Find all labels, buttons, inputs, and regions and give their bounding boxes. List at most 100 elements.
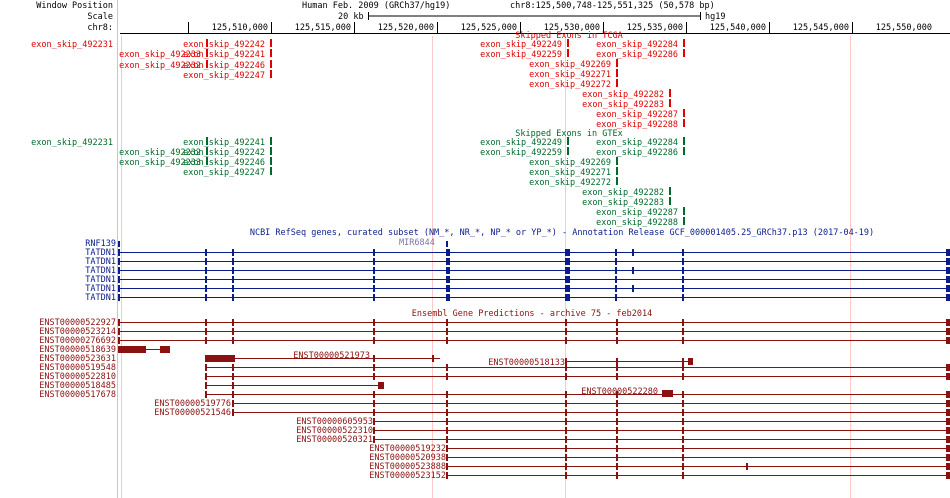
transcript-label[interactable]: ENST00000518133 — [488, 358, 565, 368]
transcript-label[interactable]: ENST00000605953 — [296, 417, 373, 427]
transcript-exon — [616, 445, 618, 452]
transcript-label[interactable]: ENST00000518639 — [39, 345, 116, 355]
transcript-exon — [946, 409, 950, 416]
tcga-exon-label[interactable]: exon_skip_492233 — [119, 50, 201, 60]
tcga-exon-label[interactable]: exon_skip_492259 — [480, 50, 562, 60]
transcript-label[interactable]: ENST00000519776 — [154, 399, 231, 409]
gene-label[interactable]: TATDN1 — [85, 284, 116, 294]
transcript-exon — [232, 373, 234, 380]
transcript-label[interactable]: ENST00000521546 — [154, 408, 231, 418]
gene-exon — [565, 294, 568, 301]
tcga-exon-label[interactable]: exon_skip_492282 — [582, 90, 664, 100]
gtex-exon-label[interactable]: exon_skip_492288 — [596, 218, 678, 228]
transcript-label[interactable]: ENST00000523214 — [39, 327, 116, 337]
transcript-label[interactable]: ENST00000517678 — [39, 390, 116, 400]
tcga-exon-label[interactable]: exon_skip_492287 — [596, 110, 678, 120]
tcga-exon-label[interactable]: exon_skip_492272 — [529, 80, 611, 90]
transcript-label[interactable]: ENST00000522310 — [296, 426, 373, 436]
exon-tick — [270, 39, 272, 47]
gene-label[interactable]: RNF139 — [85, 239, 116, 249]
scale-label: Scale — [87, 12, 113, 22]
gene-exon — [205, 249, 207, 256]
transcript-exon — [118, 346, 146, 353]
transcript-label[interactable]: ENST00000522810 — [39, 372, 116, 382]
transcript-exon — [565, 319, 567, 326]
transcript-label[interactable]: ENST00000520938 — [369, 453, 446, 463]
transcript-label[interactable]: ENST00000522280 — [581, 387, 658, 397]
gtex-exon-label[interactable]: exon_skip_492271 — [529, 168, 611, 178]
transcript-exon — [118, 337, 120, 344]
mir-label[interactable]: MIR6844 — [399, 238, 435, 248]
gtex-exon-label[interactable]: exon_skip_492269 — [529, 158, 611, 168]
transcript-exon — [616, 436, 618, 443]
tcga-exon-label[interactable]: exon_skip_492284 — [596, 40, 678, 50]
tcga-exon-label[interactable]: exon_skip_492241 — [183, 50, 265, 60]
transcript-label[interactable]: ENST00000521973 — [293, 351, 370, 361]
gene-label[interactable]: TATDN1 — [85, 293, 116, 303]
tcga-exon-label[interactable]: exon_skip_492249 — [480, 40, 562, 50]
gtex-exon-label[interactable]: exon_skip_492249 — [480, 138, 562, 148]
tcga-exon-label[interactable]: exon_skip_492232 — [119, 61, 201, 71]
transcript-exon — [205, 355, 235, 362]
transcript-label[interactable]: ENST00000520321 — [296, 435, 373, 445]
gtex-exon-label[interactable]: exon_skip_492233 — [119, 158, 201, 168]
gene-label[interactable]: TATDN1 — [85, 257, 116, 267]
gtex-exon-label[interactable]: exon_skip_492259 — [480, 148, 562, 158]
transcript-label[interactable]: ENST00000276692 — [39, 336, 116, 346]
tcga-exon-label[interactable]: exon_skip_492247 — [183, 71, 265, 81]
transcript-exon — [373, 355, 375, 362]
gene-exon — [446, 249, 449, 256]
tcga-exon-label[interactable]: exon_skip_492286 — [596, 50, 678, 60]
transcript-label[interactable]: ENST00000523888 — [369, 462, 446, 472]
transcript-label[interactable]: ENST00000518485 — [39, 381, 116, 391]
transcript-exon — [446, 409, 448, 416]
tcga-exon-label[interactable]: exon_skip_492242 — [183, 40, 265, 50]
chrom-label: chr8: — [87, 23, 113, 33]
gene-label[interactable]: TATDN1 — [85, 248, 116, 258]
gene-exon — [615, 276, 617, 283]
tcga-left-label[interactable]: exon_skip_492231 — [31, 40, 113, 50]
gtex-left-label[interactable]: exon_skip_492231 — [31, 138, 113, 148]
transcript-label[interactable]: ENST00000522927 — [39, 318, 116, 328]
transcript-exon — [946, 427, 950, 434]
exon-tick — [270, 157, 272, 165]
tcga-exon-label[interactable]: exon_skip_492246 — [183, 61, 265, 71]
gtex-exon-label[interactable]: exon_skip_492272 — [529, 178, 611, 188]
gtex-exon-label[interactable]: exon_skip_492242 — [183, 148, 265, 158]
transcript-exon — [118, 319, 120, 326]
scale-value: 20 kb — [338, 12, 364, 22]
gtex-exon-label[interactable]: exon_skip_492284 — [596, 138, 678, 148]
gtex-exon-label[interactable]: exon_skip_492246 — [183, 158, 265, 168]
gtex-exon-label[interactable]: exon_skip_492232 — [119, 148, 201, 158]
gene-exon — [373, 267, 375, 274]
gene-exon — [232, 276, 234, 283]
gtex-exon-label[interactable]: exon_skip_492287 — [596, 208, 678, 218]
transcript-exon — [446, 445, 448, 452]
gtex-exon-label[interactable]: exon_skip_492282 — [582, 188, 664, 198]
gene-exon — [568, 249, 570, 256]
transcript-exon — [565, 400, 567, 407]
transcript-exon — [373, 400, 375, 407]
gene-label[interactable]: TATDN1 — [85, 266, 116, 276]
transcript-exon — [946, 472, 950, 479]
tcga-exon-label[interactable]: exon_skip_492288 — [596, 120, 678, 130]
gene-exon — [448, 294, 450, 301]
gene-label[interactable]: TATDN1 — [85, 275, 116, 285]
gtex-exon-label[interactable]: exon_skip_492283 — [582, 198, 664, 208]
gtex-exon-label[interactable]: exon_skip_492286 — [596, 148, 678, 158]
gtex-exon-label[interactable]: exon_skip_492247 — [183, 168, 265, 178]
transcript-label[interactable]: ENST00000519548 — [39, 363, 116, 373]
exon-tick — [683, 49, 685, 57]
tcga-exon-label[interactable]: exon_skip_492271 — [529, 70, 611, 80]
exon-tick — [567, 39, 569, 47]
tcga-exon-label[interactable]: exon_skip_492269 — [529, 60, 611, 70]
tcga-exon-label[interactable]: exon_skip_492283 — [582, 100, 664, 110]
transcript-label[interactable]: ENST00000523631 — [39, 354, 116, 364]
transcript-label[interactable]: ENST00000523152 — [369, 471, 446, 481]
transcript-exon — [616, 427, 618, 434]
gene-exon — [565, 258, 568, 265]
transcript-label[interactable]: ENST00000519232 — [369, 444, 446, 454]
exon-tick — [683, 137, 685, 145]
transcript-exon — [205, 319, 207, 326]
gtex-exon-label[interactable]: exon_skip_492241 — [183, 138, 265, 148]
